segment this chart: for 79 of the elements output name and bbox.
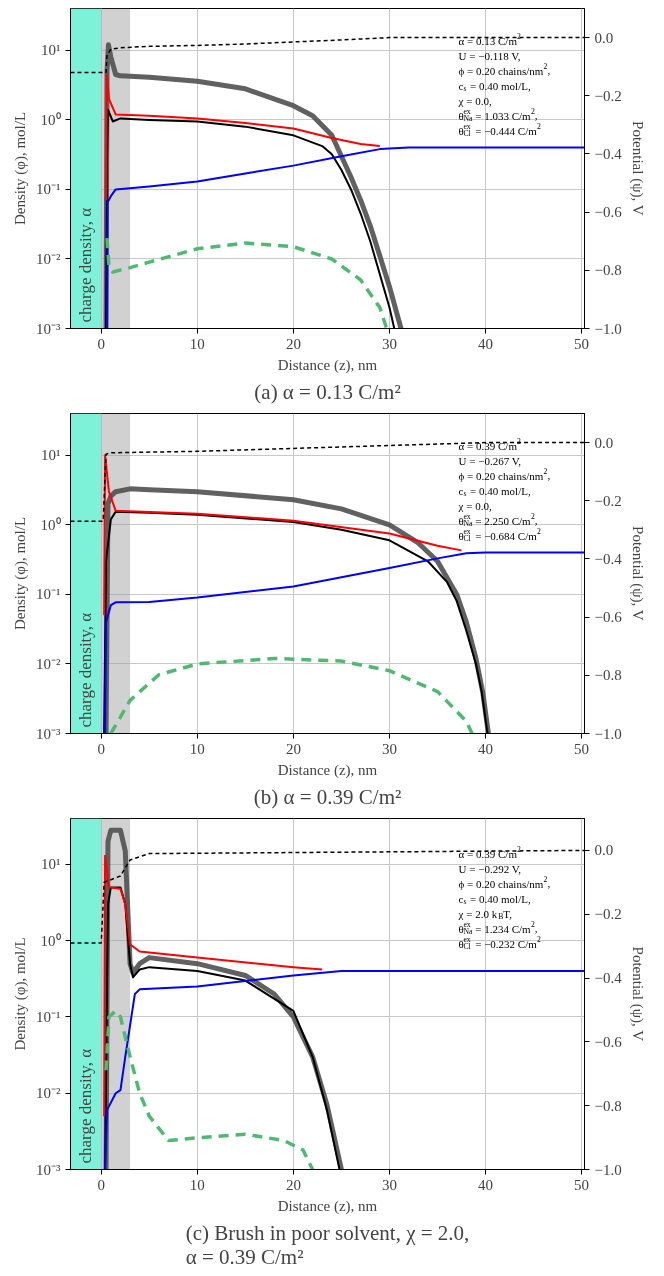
- band-label: charge density, α: [76, 207, 96, 323]
- y-tick-label: 10⁻¹: [36, 181, 61, 198]
- y2-tick-label: −0.4: [594, 550, 623, 567]
- y2-tick-label: −0.2: [594, 492, 622, 509]
- y2-tick-label: −0.6: [594, 609, 623, 626]
- y2-tick-label: −0.8: [594, 1097, 622, 1114]
- x-tick-label: 10: [189, 1176, 205, 1193]
- x-tick-label: 10: [189, 335, 205, 352]
- line-series: [104, 970, 585, 1170]
- x-tick-label: 0: [97, 1176, 105, 1193]
- y2-axis-title: Potential (ψ), V: [628, 121, 646, 216]
- x-tick-label: 20: [285, 335, 301, 352]
- band-label: charge density, α: [76, 1048, 96, 1164]
- y-tick-label: 10⁻³: [36, 1161, 61, 1178]
- y2-tick-label: −0.6: [594, 1033, 623, 1050]
- y-tick-label: 10⁰: [40, 111, 61, 128]
- y-tick-label: 10¹: [41, 447, 61, 464]
- line-series: [103, 854, 324, 1118]
- x-tick-label: 30: [381, 740, 397, 757]
- y-axis-title: Density (φ), mol/L: [12, 111, 29, 226]
- x-tick-label: 20: [285, 740, 301, 757]
- y2-tick-label: −0.8: [594, 667, 622, 684]
- x-tick-label: 10: [189, 740, 205, 757]
- y-tick-label: 10⁻³: [36, 725, 61, 742]
- y2-tick-label: −1.0: [594, 320, 622, 337]
- y2-tick-label: 0.0: [594, 434, 614, 451]
- y2-tick-label: 0.0: [594, 842, 614, 859]
- x-tick-label: 50: [574, 740, 590, 757]
- text: (c) Brush in poor solvent, χ = 2.0, α = 0.39 C/m²: [185, 1220, 470, 1269]
- annotation: U = −0.292 V,: [458, 862, 522, 875]
- y-tick-label: 10⁰: [40, 516, 61, 533]
- line-series: [104, 551, 585, 734]
- y-tick-label: 10⁰: [40, 932, 61, 949]
- y2-axis-title: Potential (ψ), V: [628, 526, 646, 621]
- y-tick-label: 10⁻¹: [36, 586, 61, 603]
- band-label: charge density, α: [76, 612, 96, 728]
- x-tick-label: 0: [97, 740, 105, 757]
- y-tick-label: 10⁻³: [36, 320, 61, 337]
- line-series: [106, 146, 585, 329]
- y-tick-label: 10⁻²: [36, 655, 61, 672]
- y-axis-title: Density (φ), mol/L: [12, 937, 29, 1051]
- x-axis-title: Distance (z), nm: [277, 1197, 378, 1215]
- annotation: U = −0.267 V,: [458, 454, 522, 467]
- annotation: χ = 0.0,: [457, 499, 492, 512]
- y-axis-title: Density (φ), mol/L: [12, 516, 29, 631]
- annotation: U = −0.118 V,: [458, 49, 521, 62]
- x-tick-label: 40: [478, 335, 494, 352]
- x-tick-label: 40: [478, 1176, 494, 1193]
- x-tick-label: 50: [574, 1176, 590, 1193]
- y-tick-label: 10⁻²: [36, 250, 61, 267]
- y2-tick-label: 0.0: [594, 29, 614, 46]
- x-tick-label: 20: [285, 1176, 301, 1193]
- x-tick-label: 40: [478, 740, 494, 757]
- y-tick-label: 10¹: [41, 42, 61, 59]
- line-series: [105, 73, 381, 202]
- y2-tick-label: −1.0: [594, 725, 622, 742]
- x-tick-label: 30: [381, 1176, 397, 1193]
- y2-tick-label: −1.0: [594, 1161, 622, 1178]
- y2-tick-label: −0.6: [594, 204, 623, 221]
- x-tick-label: 0: [97, 335, 105, 352]
- annotation: χ = 0.0,: [457, 94, 492, 107]
- y2-tick-label: −0.8: [594, 262, 622, 279]
- x-axis-title: Distance (z), nm: [277, 761, 378, 779]
- x-axis-title: Distance (z), nm: [277, 356, 378, 374]
- x-tick-label: 30: [381, 335, 397, 352]
- y2-axis-title: Potential (ψ), V: [628, 946, 646, 1042]
- text: (b) α = 0.39 C/m²: [253, 784, 402, 809]
- x-tick-label: 50: [574, 335, 590, 352]
- line-series: [109, 656, 474, 734]
- line-series: [104, 1009, 315, 1170]
- y-tick-label: 10⁻²: [36, 1085, 61, 1102]
- y2-tick-label: −0.2: [594, 906, 622, 923]
- y-tick-label: 10⁻¹: [36, 1008, 61, 1025]
- line-series: [105, 236, 389, 329]
- y-tick-label: 10¹: [41, 856, 61, 873]
- y2-tick-label: −0.4: [594, 145, 623, 162]
- y2-tick-label: −0.4: [594, 970, 623, 987]
- text: (a) α = 0.13 C/m²: [254, 379, 401, 404]
- y2-tick-label: −0.2: [594, 87, 622, 104]
